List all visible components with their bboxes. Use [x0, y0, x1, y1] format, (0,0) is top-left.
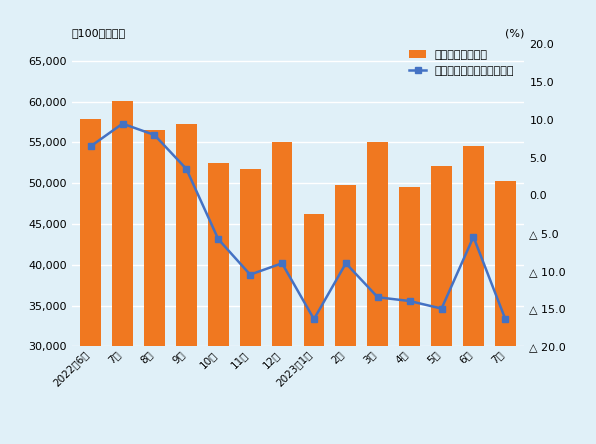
Bar — [303, 214, 324, 444]
輸出総額・前年比（右軸） — [342, 261, 349, 266]
輸出総額・前年比（右軸） — [278, 261, 285, 266]
輸出総額・前年比（右軸） — [183, 166, 190, 172]
輸出総額・前年比（右軸） — [470, 234, 477, 240]
Bar — [112, 101, 133, 444]
輸出総額・前年比（右軸） — [311, 317, 318, 322]
輸出総額・前年比（右軸） — [87, 144, 94, 149]
輸出総額・前年比（右軸） — [119, 121, 126, 126]
Line: 輸出総額・前年比（右軸）: 輸出総額・前年比（右軸） — [87, 120, 509, 323]
Bar — [336, 185, 356, 444]
Text: （100万ドル）: （100万ドル） — [72, 28, 126, 38]
Bar — [144, 130, 165, 444]
Bar — [495, 181, 516, 444]
Bar — [367, 143, 388, 444]
輸出総額・前年比（右軸） — [374, 295, 381, 300]
輸出総額・前年比（右軸） — [502, 317, 509, 322]
Bar — [431, 166, 452, 444]
Text: (%): (%) — [505, 28, 524, 38]
Bar — [463, 147, 484, 444]
Bar — [80, 119, 101, 444]
Bar — [272, 143, 293, 444]
輸出総額・前年比（右軸） — [247, 272, 254, 277]
輸出総額・前年比（右軸） — [438, 306, 445, 311]
Legend: 輸出総額（左軸）, 輸出総額・前年比（右軸）: 輸出総額（左軸）, 輸出総額・前年比（右軸） — [409, 50, 514, 76]
輸出総額・前年比（右軸） — [215, 237, 222, 242]
Bar — [176, 124, 197, 444]
輸出総額・前年比（右軸） — [406, 298, 413, 304]
Bar — [240, 169, 260, 444]
Bar — [399, 187, 420, 444]
輸出総額・前年比（右軸） — [151, 132, 158, 138]
Bar — [208, 163, 229, 444]
